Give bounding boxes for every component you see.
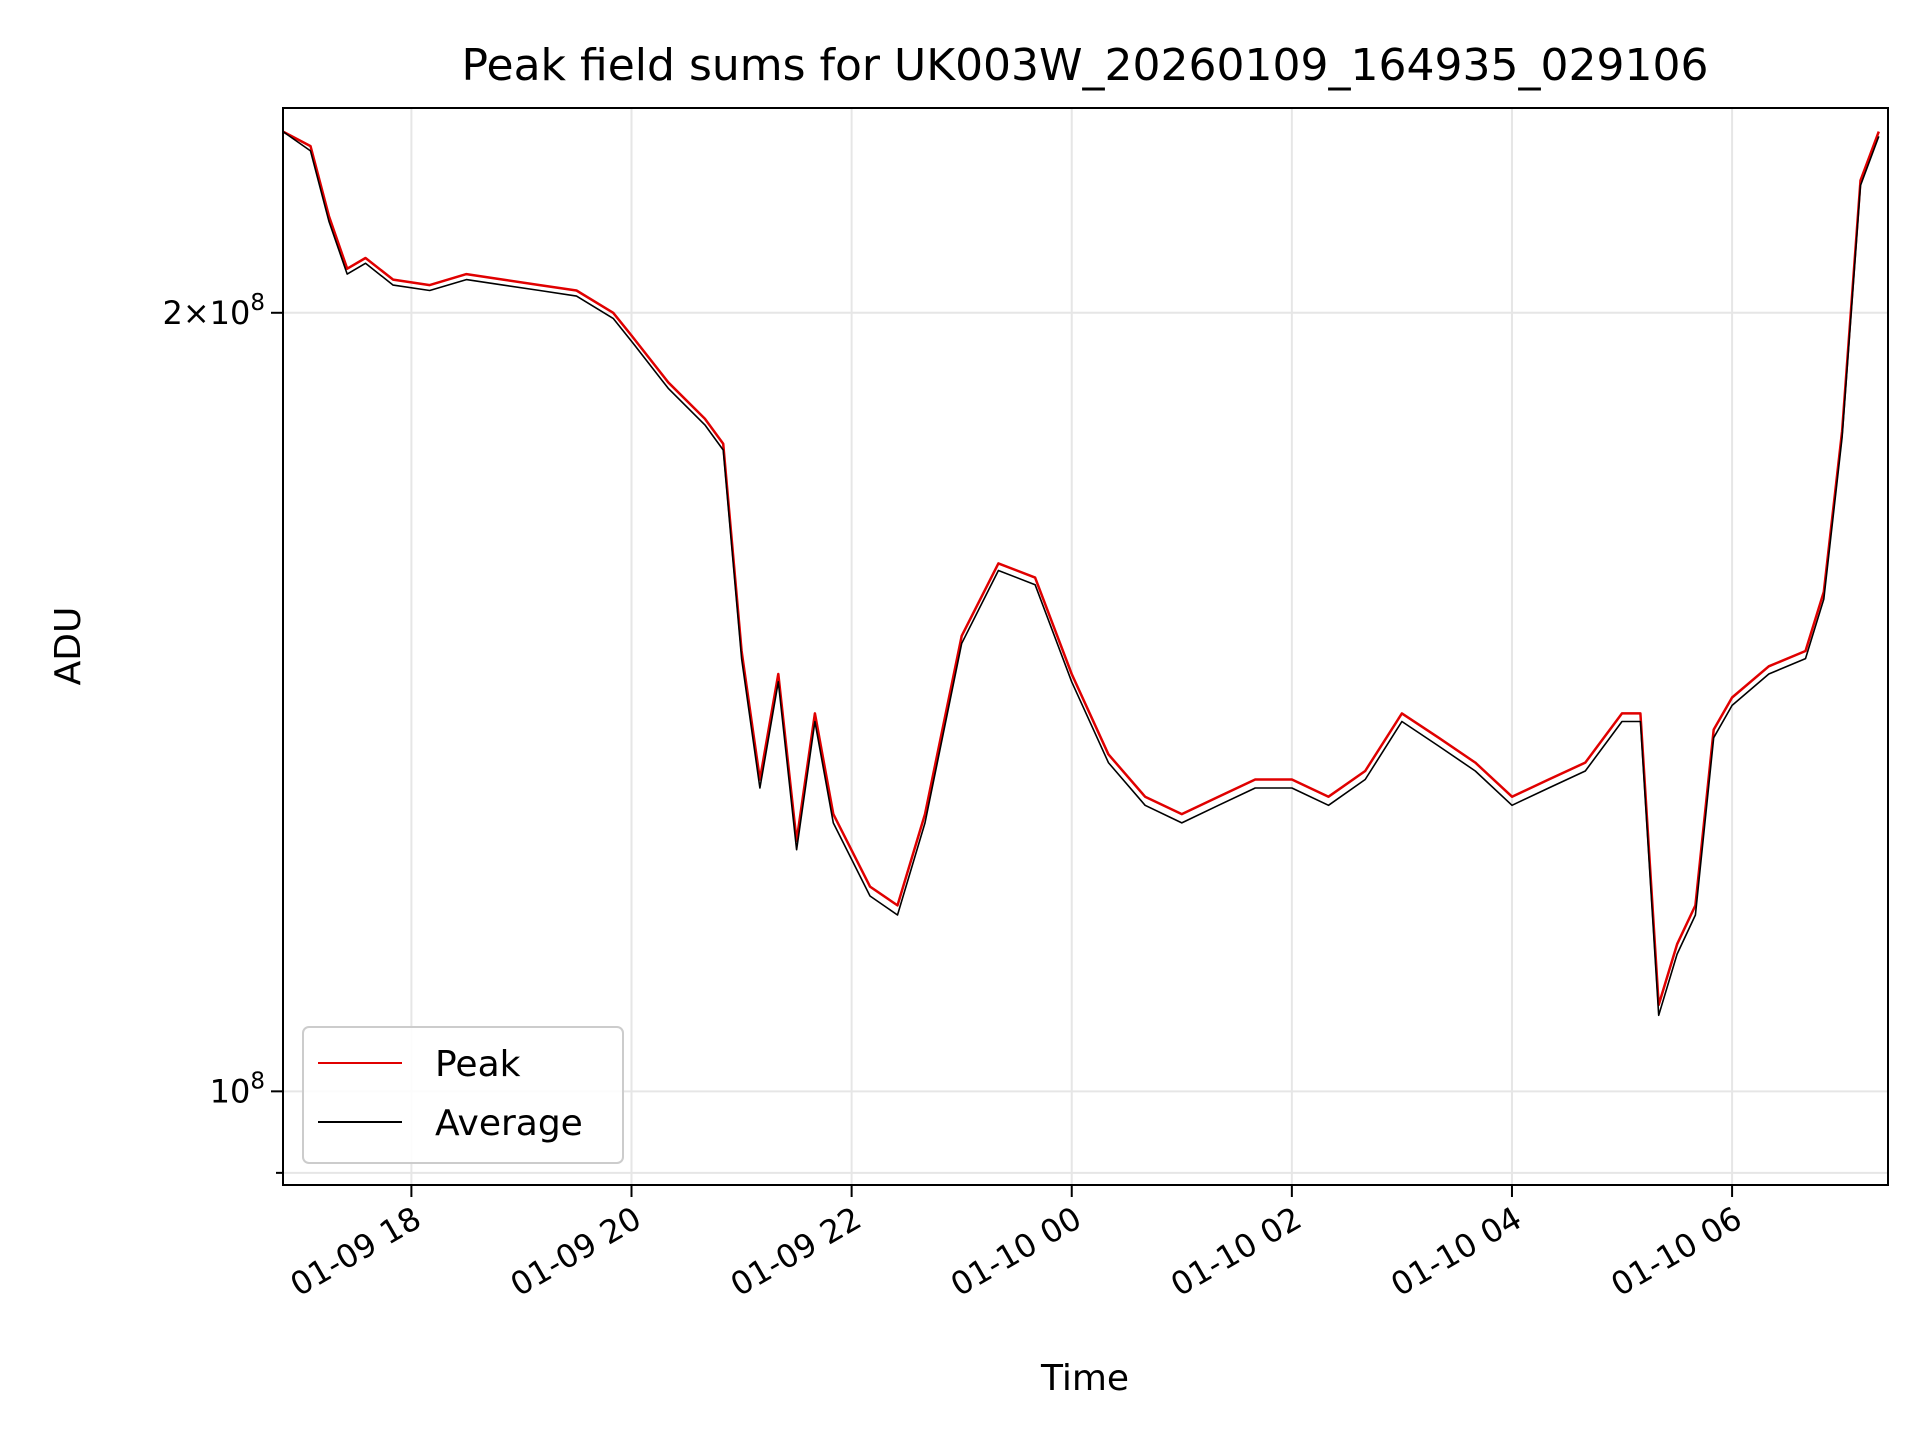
y-axis-label: ADU [48,607,89,686]
x-tick-label-1: 01-09 20 [504,1199,648,1304]
x-tick-label-5: 01-10 04 [1384,1199,1528,1304]
series-line-peak [282,130,1880,1007]
x-tick-label-2: 01-09 22 [724,1199,868,1304]
y-tick-label-1: 108 [210,1068,265,1110]
x-tick-label-3: 01-10 00 [944,1199,1088,1304]
series-lines [282,130,1880,1017]
x-axis-label: Time [1040,1358,1129,1399]
x-axis-ticks: 01-09 18 01-09 20 01-09 22 01-10 00 01-10 02… [284,1185,1748,1304]
y-tick-label-0: 2×108 [162,290,265,332]
x-tick-label-0: 01-09 18 [284,1199,428,1304]
legend-label-peak: Peak [435,1044,521,1085]
y-axis-ticks: 2×108 108 [162,290,283,1174]
legend-box [302,1026,624,1164]
x-tick-label-6: 01-10 06 [1604,1199,1748,1304]
grid-lines [283,108,1888,1185]
chart-title: Peak field sums for UK003W_20260109_1649… [462,40,1709,91]
x-tick-label-4: 01-10 02 [1164,1199,1308,1304]
legend: Peak Average [302,1026,624,1164]
legend-label-average: Average [435,1103,583,1144]
series-line-average [282,130,1880,1017]
plot-frame [282,107,1889,1186]
